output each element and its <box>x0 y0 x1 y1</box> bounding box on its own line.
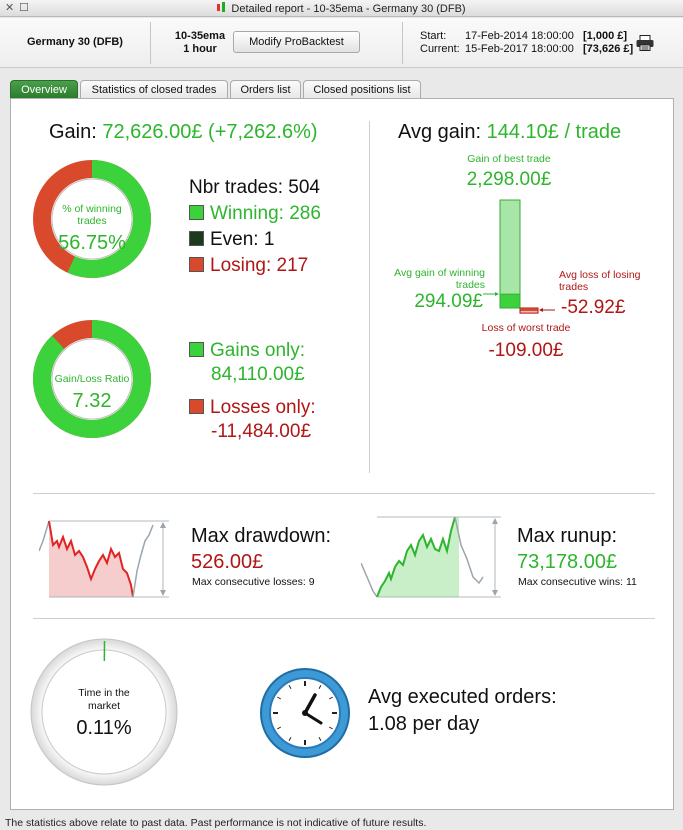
time-in-market-gauge <box>30 638 178 786</box>
gains-only: Gains only: 84,110.00£ <box>189 339 305 387</box>
runup-chart <box>361 516 501 598</box>
losses-only: Losses only: -11,484.00£ <box>189 396 316 444</box>
market-value: 0.11% <box>76 717 132 739</box>
runup-consecutive: Max consecutive wins: 11 <box>518 576 637 588</box>
tab-closed-positions-list[interactable]: Closed positions list <box>303 80 421 99</box>
tab-overview[interactable]: Overview <box>10 80 78 99</box>
section-divider <box>33 618 655 619</box>
window-title-container: Detailed report - 10-35ema - Germany 30 … <box>0 2 683 16</box>
ratio-ring-value: 7.32 <box>72 390 112 412</box>
ratio-ring-caption: Gain/Loss Ratio <box>54 373 130 385</box>
start-capital: [1,000 £] <box>583 30 628 42</box>
best-trade-bar <box>499 199 521 309</box>
overview-panel: Gain: 72,626.00£ (+7,262.6%) % of winnin… <box>10 98 674 810</box>
winning-count: Winning: 286 <box>189 203 321 225</box>
strategy-name: 10-35ema <box>174 30 226 42</box>
gains-only-value: 84,110.00£ <box>211 364 305 385</box>
start-label: Start: <box>420 30 447 42</box>
instrument-name: Germany 30 (DFB) <box>27 36 123 48</box>
candlestick-icon <box>217 2 227 14</box>
disclaimer: The statistics above relate to past data… <box>5 817 427 829</box>
worst-trade-value: -109.00£ <box>488 340 564 361</box>
gain-loss-ratio-ring <box>33 320 151 438</box>
orders-title: Avg executed orders: <box>368 686 557 708</box>
avg-win-value: 294.09£ <box>414 291 483 312</box>
winning-ring-caption: % of winning trades <box>62 203 122 227</box>
report-header: Germany 30 (DFB) 10-35ema 1 hour Modify … <box>0 18 683 68</box>
winning-ring-value: 56.75% <box>58 232 126 254</box>
even-count: Even: 1 <box>189 229 274 251</box>
avg-loss-label: Avg loss of losing trades <box>559 269 641 293</box>
trade-distribution-bar <box>483 199 555 314</box>
winning-swatch <box>189 205 204 220</box>
losing-count: Losing: 217 <box>189 255 308 277</box>
section-divider <box>369 121 370 473</box>
worst-trade-label: Loss of worst trade <box>481 322 571 334</box>
printer-icon[interactable] <box>636 35 654 51</box>
runup-value: 73,178.00£ <box>517 551 618 573</box>
losses-only-label: Losses only: <box>210 397 316 418</box>
even-swatch <box>189 231 204 246</box>
avg-gain-label: Avg gain: <box>398 121 482 143</box>
modify-probacktest-button[interactable]: Modify ProBacktest <box>233 31 360 53</box>
start-date: 17-Feb-2014 18:00:00 <box>465 30 574 42</box>
header-divider <box>402 22 403 64</box>
section-divider <box>33 493 655 494</box>
losing-count-text: Losing: 217 <box>210 255 309 276</box>
avg-win-bar <box>499 293 521 309</box>
current-label: Current: <box>420 43 460 55</box>
drawdown-chart <box>39 520 169 598</box>
drawdown-value: 526.00£ <box>191 551 264 573</box>
tab-orders-list[interactable]: Orders list <box>230 80 301 99</box>
winning-count-text: Winning: 286 <box>210 203 321 224</box>
current-date: 15-Feb-2017 18:00:00 <box>465 43 574 55</box>
avg-gain-value: 144.10£ / trade <box>486 121 622 143</box>
avg-loss-bar <box>519 307 539 311</box>
winning-trades-ring <box>33 160 151 278</box>
ratio-gain-arc <box>33 320 151 438</box>
gains-only-label: Gains only: <box>210 340 306 361</box>
even-count-text: Even: 1 <box>210 229 275 250</box>
orders-value: 1.08 per day <box>368 713 480 735</box>
drawdown-title: Max drawdown: <box>191 525 332 547</box>
tab-statistics-closed-trades[interactable]: Statistics of closed trades <box>80 80 228 99</box>
gain-headline: Gain: 72,626.00£ (+7,262.6%) <box>49 121 318 144</box>
window-title: Detailed report - 10-35ema - Germany 30 … <box>231 3 466 15</box>
losing-swatch <box>189 257 204 272</box>
gains-only-swatch <box>189 342 204 357</box>
strategy-info: 10-35ema 1 hour <box>165 30 235 56</box>
backtest-dates: Start: 17-Feb-2014 18:00:00 [1,000 £] Curr… <box>420 30 633 56</box>
best-trade-value: 2,298.00£ <box>466 169 552 190</box>
runup-title: Max runup: <box>517 525 618 547</box>
avg-loss-value: -52.92£ <box>561 297 626 318</box>
market-caption: Time in the market <box>78 687 130 712</box>
avg-gain-headline: Avg gain: 144.10£ / trade <box>398 121 621 144</box>
clock-icon <box>260 668 350 758</box>
title-bar: ✕ ☐ Detailed report - 10-35ema - Germany… <box>0 0 683 17</box>
gain-value: 72,626.00£ (+7,262.6%) <box>102 121 318 143</box>
nbr-trades: Nbr trades: 504 <box>189 177 320 198</box>
maximize-icon[interactable]: ☐ <box>19 2 29 14</box>
strategy-timeframe: 1 hour <box>183 43 217 55</box>
losses-only-swatch <box>189 399 204 414</box>
header-divider <box>150 22 151 64</box>
drawdown-consecutive: Max consecutive losses: 9 <box>192 576 315 588</box>
close-icon[interactable]: ✕ <box>5 2 15 14</box>
current-capital: [73,626 £] <box>583 43 634 55</box>
ring-win-arc <box>33 160 151 278</box>
losses-only-value: -11,484.00£ <box>211 421 312 442</box>
best-trade-label: Gain of best trade <box>467 153 551 165</box>
gain-label: Gain: <box>49 121 97 143</box>
avg-win-label: Avg gain of winning trades <box>394 267 485 291</box>
